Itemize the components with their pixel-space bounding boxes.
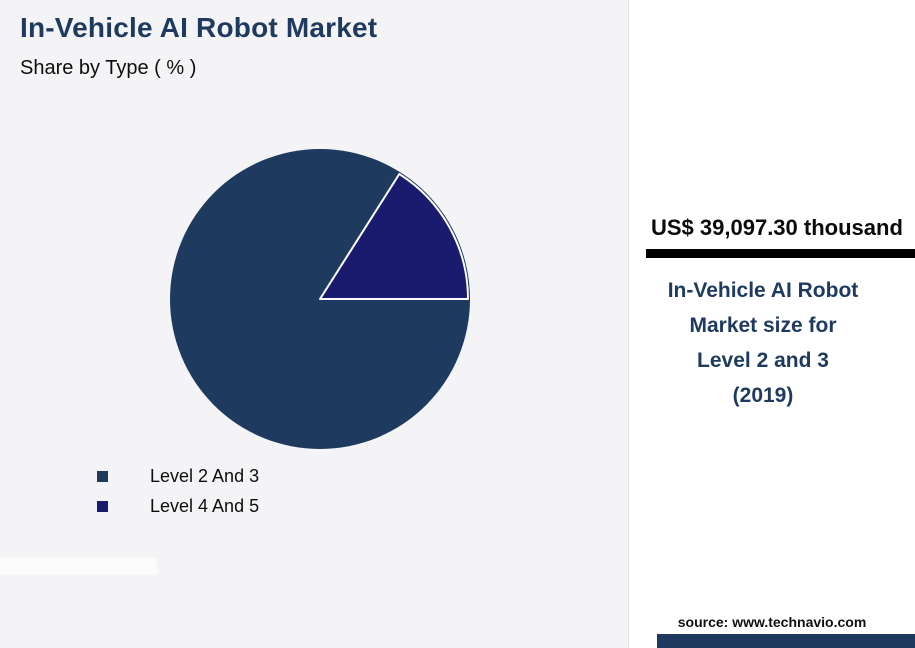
description-line: Market size for xyxy=(689,314,837,337)
legend-item-level-2-and-3: Level 2 And 3 xyxy=(97,461,259,491)
footer-accent-bar xyxy=(657,634,915,648)
page-subtitle: Share by Type ( % ) xyxy=(20,57,197,79)
description-line: (2019) xyxy=(732,384,794,407)
chart-legend: Level 2 And 3 Level 4 And 5 xyxy=(97,461,259,521)
description-line: Level 2 and 3 xyxy=(697,349,829,372)
market-size-description: In-Vehicle AI Robot Market size for Leve… xyxy=(629,273,897,413)
highlight-panel: US$ 39,097.30 thousand In-Vehicle AI Rob… xyxy=(628,0,915,648)
page-title: In-Vehicle AI Robot Market xyxy=(20,12,378,43)
pie-chart xyxy=(170,149,470,449)
pie-chart-container xyxy=(169,148,471,450)
description-line: In-Vehicle AI Robot xyxy=(667,279,859,302)
legend-label: Level 4 And 5 xyxy=(150,495,260,516)
legend-item-level-4-and-5: Level 4 And 5 xyxy=(97,491,259,521)
pie-slice-level-4-and-5 xyxy=(319,173,469,300)
market-size-value: US$ 39,097.30 thousand xyxy=(651,215,903,240)
underline-bar xyxy=(646,249,915,258)
decorative-strip xyxy=(0,557,157,575)
legend-swatch-icon xyxy=(97,500,108,512)
legend-swatch-icon xyxy=(97,470,108,482)
legend-label: Level 2 And 3 xyxy=(150,465,260,486)
source-attribution: source: www.technavio.com xyxy=(677,614,867,630)
